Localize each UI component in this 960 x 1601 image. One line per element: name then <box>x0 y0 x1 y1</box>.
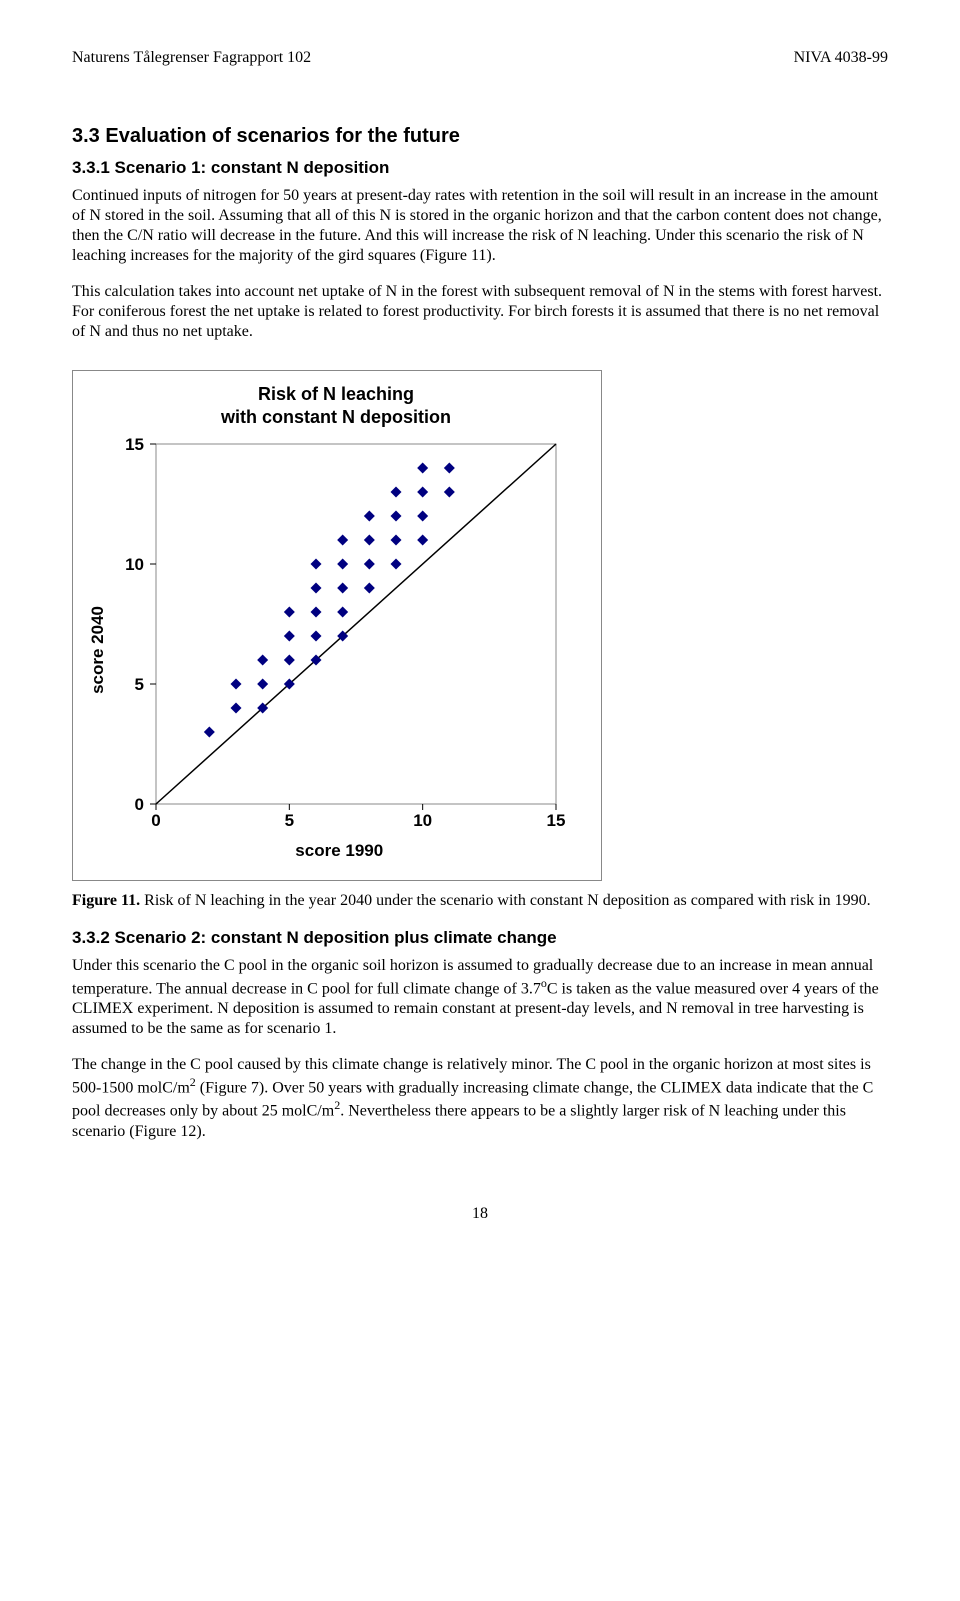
paragraph-1: Continued inputs of nitrogen for 50 year… <box>72 186 888 266</box>
svg-text:5: 5 <box>135 675 144 694</box>
chart-svg-holder: 0 5 10 15 0 5 10 15 score 1990 <box>112 438 566 861</box>
chart-title-line2: with constant N deposition <box>221 407 451 427</box>
svg-text:10: 10 <box>125 555 144 574</box>
page-header: Naturens Tålegrenser Fagrapport 102 NIVA… <box>72 48 888 68</box>
header-left: Naturens Tålegrenser Fagrapport 102 <box>72 48 311 68</box>
scatter-chart: 0 5 10 15 0 5 10 15 <box>112 438 566 832</box>
paragraph-3: Under this scenario the C pool in the or… <box>72 956 888 1039</box>
svg-text:0: 0 <box>152 811 161 830</box>
figure-11-frame: Risk of N leaching with constant N depos… <box>72 370 602 880</box>
chart-title-line1: Risk of N leaching <box>258 384 414 404</box>
caption-rest: Risk of N leaching in the year 2040 unde… <box>140 892 871 909</box>
paragraph-4: The change in the C pool caused by this … <box>72 1055 888 1142</box>
figure-11-caption: Figure 11. Risk of N leaching in the yea… <box>72 891 888 911</box>
chart-title: Risk of N leaching with constant N depos… <box>87 383 585 428</box>
x-axis-label: score 1990 <box>112 840 566 861</box>
y-axis-label: score 2040 <box>87 606 108 694</box>
header-right: NIVA 4038-99 <box>794 48 888 68</box>
section-heading: 3.3 Evaluation of scenarios for the futu… <box>72 124 888 149</box>
subsection-1-heading: 3.3.1 Scenario 1: constant N deposition <box>72 157 888 178</box>
subsection-2-heading: 3.3.2 Scenario 2: constant N deposition … <box>72 927 888 948</box>
svg-text:0: 0 <box>135 795 144 814</box>
paragraph-2: This calculation takes into account net … <box>72 282 888 342</box>
chart-area: score 2040 0 5 10 15 0 5 10 15 score 1990 <box>87 438 585 861</box>
svg-text:15: 15 <box>547 811 566 830</box>
svg-text:10: 10 <box>413 811 432 830</box>
caption-lead: Figure 11. <box>72 892 140 909</box>
svg-text:15: 15 <box>125 438 144 454</box>
page-number: 18 <box>72 1204 888 1224</box>
svg-text:5: 5 <box>285 811 294 830</box>
